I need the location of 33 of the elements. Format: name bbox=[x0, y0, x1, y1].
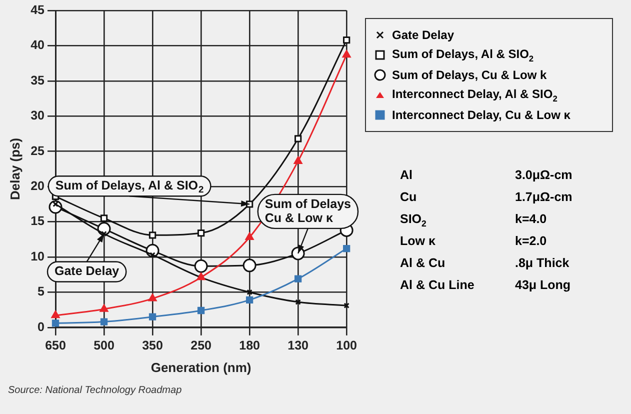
legend-label: Sum of Delays, Cu & Low k bbox=[392, 68, 547, 82]
y-tick-label: 0 bbox=[38, 320, 45, 334]
x-tick-label: 180 bbox=[239, 338, 260, 352]
text: SIO$_{2}$ k=4.0 bbox=[400, 212, 547, 228]
text: Al & Cu Line 43μ Long bbox=[400, 278, 571, 292]
x-tick-label: 130 bbox=[288, 338, 309, 352]
text: Cu 1.7μΩ-cm bbox=[400, 190, 572, 204]
legend-label: Gate Delay bbox=[392, 28, 454, 42]
y-tick-label: 15 bbox=[30, 214, 45, 228]
y-tick-label: 25 bbox=[30, 144, 45, 158]
x-tick-label: 350 bbox=[142, 338, 163, 352]
y-tick-label: 35 bbox=[30, 73, 45, 88]
text: Al & Cu .8μ Thick bbox=[400, 256, 570, 270]
x-tick-label: 100 bbox=[336, 338, 358, 352]
y-tick-label: 30 bbox=[30, 108, 45, 123]
text: Low κ k=2.0 bbox=[400, 234, 547, 248]
x-tick-label: 500 bbox=[94, 338, 114, 352]
source-note: Source: National Technology Roadmap bbox=[8, 385, 182, 396]
y-tick-label: 10 bbox=[30, 249, 45, 264]
y-tick-label: 5 bbox=[38, 284, 45, 299]
text: Al 3.0μΩ-cm bbox=[400, 168, 572, 182]
x-axis-title: Generation (nm) bbox=[150, 360, 252, 375]
x-tick-label: 250 bbox=[190, 338, 212, 352]
x-tick-label: 650 bbox=[45, 338, 66, 352]
annotation: Gate Delay bbox=[54, 264, 120, 278]
legend-label: Interconnect Delay, Cu & Low κ bbox=[392, 108, 570, 122]
y-axis-title: Delay (ps) bbox=[7, 138, 22, 200]
y-tick-label: 20 bbox=[30, 179, 45, 194]
annotation: Sum of Delays Cu & Low κ bbox=[264, 196, 352, 225]
legend-label: Interconnect Delay, Al & SIO$_{2}$ bbox=[392, 86, 558, 104]
y-tick-label: 40 bbox=[30, 38, 45, 52]
y-tick-label: 45 bbox=[30, 2, 45, 17]
legend-label: Sum of Delays, Al & SIO$_{2}$ bbox=[392, 46, 534, 64]
